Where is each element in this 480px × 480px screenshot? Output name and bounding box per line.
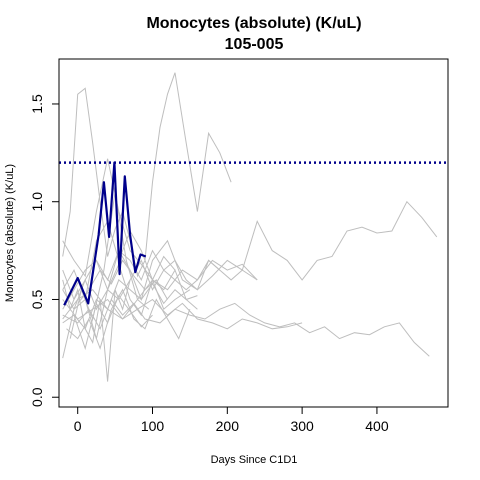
background-series-line [73, 294, 153, 351]
chart-subtitle: 105-005 [225, 36, 284, 53]
background-series-line [62, 200, 438, 311]
y-axis: 0.0 0.5 1.0 1.5 [29, 94, 60, 407]
background-series-line [62, 72, 232, 278]
background-series-line [62, 298, 303, 330]
y-tick-label: 1.0 [29, 192, 45, 212]
x-tick-label: 0 [74, 418, 82, 434]
background-series-line [66, 288, 191, 350]
y-tick-label: 0.5 [29, 290, 45, 310]
highlight-series-group [63, 161, 147, 306]
x-tick-label: 100 [141, 418, 165, 434]
highlight-series-line [63, 161, 147, 306]
x-tick-label: 400 [365, 418, 389, 434]
background-series-line [62, 249, 221, 310]
chart-title: Monocytes (absolute) (K/uL) [146, 15, 361, 32]
background-series-line [77, 259, 168, 304]
background-series-group [62, 72, 438, 382]
background-series-line [62, 279, 198, 330]
background-series-line [62, 259, 258, 320]
background-series-line [62, 262, 191, 359]
y-tick-label: 0.0 [29, 387, 45, 407]
background-series-line [62, 298, 430, 357]
x-axis-label: Days Since C1D1 [211, 454, 298, 466]
x-tick-label: 200 [216, 418, 240, 434]
x-axis: 0 100 200 300 400 [74, 406, 389, 434]
y-tick-label: 1.5 [29, 94, 45, 114]
x-tick-label: 300 [290, 418, 314, 434]
y-axis-label: Monocytes (absolute) (K/uL) [4, 164, 16, 302]
